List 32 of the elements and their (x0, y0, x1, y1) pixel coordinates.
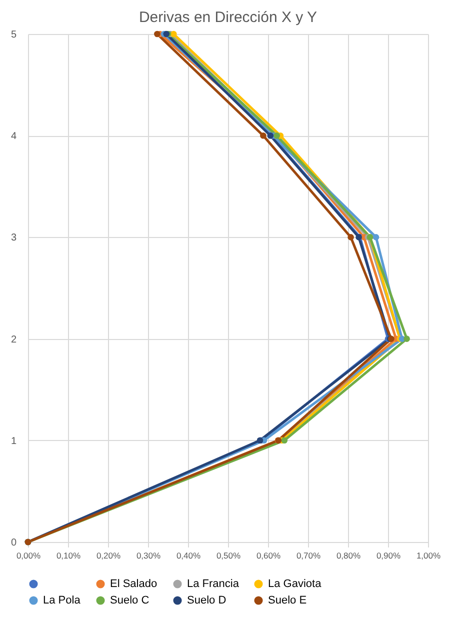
legend-label: Suelo D (187, 594, 226, 606)
point (404, 336, 410, 342)
x-tick-label: 0,30% (136, 550, 161, 560)
legend-label: La Pola (43, 594, 82, 606)
y-tick-label: 2 (10, 334, 17, 346)
legend-label: Suelo E (268, 594, 307, 606)
chart-title: Derivas en Dirección X y Y (138, 9, 318, 26)
x-tick-label: 0,60% (256, 550, 281, 560)
point (260, 132, 266, 139)
x-tick-label: 0,90% (376, 550, 401, 560)
point (281, 437, 288, 444)
legend-label: La Francia (187, 578, 240, 590)
x-tick-label: 0,40% (176, 550, 201, 560)
legend-label: La Gaviota (268, 578, 322, 590)
x-tick-label: 0,70% (296, 550, 321, 560)
x-tick-label: 1,00% (416, 550, 441, 560)
x-tick-label: 0,80% (336, 550, 361, 560)
legend-label: Suelo C (110, 594, 150, 606)
y-tick-label: 0 (10, 538, 17, 548)
x-tick-label: 0,00% (16, 550, 41, 560)
x-tick-label: 0,20% (96, 550, 121, 560)
point (170, 30, 177, 38)
y-tick-label: 3 (10, 232, 17, 244)
y-tick-label: 4 (10, 131, 17, 142)
y-tick-label: 5 (10, 30, 17, 40)
legend-label: El Salado (110, 578, 158, 590)
point (154, 30, 160, 38)
point (348, 234, 354, 240)
x-tick-label: 0,50% (216, 550, 241, 560)
x-tick-label: 0,10% (56, 550, 81, 560)
point (372, 234, 380, 240)
y-tick-label: 1 (10, 436, 17, 447)
